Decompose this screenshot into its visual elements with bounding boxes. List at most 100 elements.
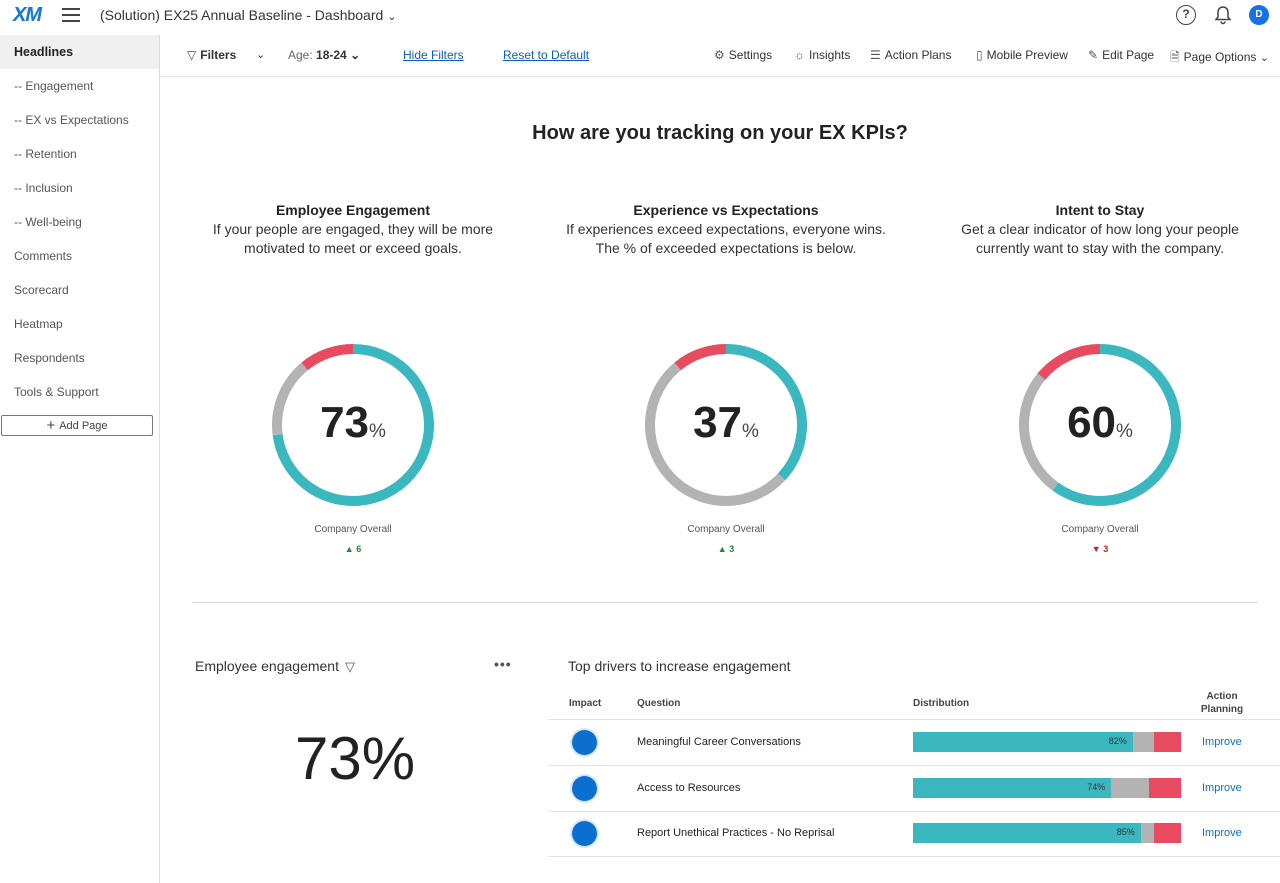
trend-delta: ▲ 3 (641, 544, 811, 554)
drivers-title: Top drivers to increase engagement (568, 658, 791, 674)
menu-icon[interactable] (62, 8, 80, 22)
gauge-experience-vs-expectations: 37% (641, 340, 811, 510)
action-plans-label: Action Plans (884, 48, 952, 62)
dashboard-title-dropdown[interactable]: (Solution) EX25 Annual Baseline - Dashbo… (100, 7, 397, 23)
donut-chart (272, 344, 434, 506)
gauge-value: 37% (641, 398, 811, 448)
chevron-down-icon: ⌄ (387, 11, 397, 23)
donut-chart (1019, 344, 1181, 506)
driver-question: Access to Resources (637, 782, 741, 794)
age-filter[interactable]: Age: 18-24 ⌄ (288, 48, 360, 62)
triangle-up-icon: ▲ (344, 544, 354, 554)
improve-link[interactable]: Improve (1202, 782, 1242, 794)
company-overall-label: Company Overall (1061, 524, 1139, 535)
neutral-arc (1019, 373, 1059, 491)
insights-button[interactable]: ☼ Insights (794, 48, 850, 62)
bell-icon[interactable] (1213, 5, 1233, 25)
xm-logo[interactable]: XM (13, 4, 42, 26)
plus-icon: + (46, 417, 56, 434)
filter-icon[interactable]: ▽ (345, 659, 355, 674)
add-page-button[interactable]: + Add Page (1, 415, 153, 436)
hide-filters-link[interactable]: Hide Filters (403, 48, 464, 62)
chevron-down-icon: ⌄ (1259, 52, 1269, 64)
favorable-segment: 74% (913, 778, 1112, 798)
settings-label: Settings (728, 48, 773, 62)
reset-to-default-link[interactable]: Reset to Default (503, 48, 590, 62)
sidebar-item-ex-vs-expectations[interactable]: -- EX vs Expectations (14, 113, 129, 127)
trend-delta: ▲ 6 (268, 544, 438, 554)
more-options-icon[interactable]: ••• (494, 656, 512, 672)
unfavorable-arc (674, 344, 727, 371)
favorable-arc (725, 344, 807, 481)
unfavorable-segment (1154, 732, 1181, 752)
neutral-segment (1111, 778, 1149, 798)
avatar[interactable]: D (1249, 5, 1269, 25)
help-icon[interactable]: ? (1176, 5, 1196, 25)
kpi-intent-to-stay: Intent to Stay Get a clear indicator of … (920, 202, 1280, 258)
table-header-divider (548, 719, 1280, 720)
table-row: Access to Resources 74% Improve (548, 766, 1280, 812)
sidebar-item-tools-support[interactable]: Tools & Support (14, 385, 99, 399)
company-overall-label: Company Overall (687, 524, 765, 535)
neutral-arc (272, 362, 308, 436)
pencil-icon: ✎ (1088, 48, 1099, 62)
gauge-number: 60 (1067, 398, 1117, 447)
gauge-number: 37 (693, 398, 743, 447)
sidebar-item-scorecard[interactable]: Scorecard (14, 283, 69, 297)
kpi-description: If experiences exceed expectations, ever… (566, 221, 886, 256)
improve-link[interactable]: Improve (1202, 736, 1242, 748)
settings-button[interactable]: ⚙ Settings (714, 48, 772, 62)
lightbulb-icon: ☼ (794, 48, 805, 62)
favorable-segment: 85% (913, 823, 1141, 843)
favorable-percent: 82% (1108, 736, 1127, 746)
page-options-label: Page Options (1183, 50, 1257, 64)
filters-button[interactable]: ▽ Filters (187, 48, 236, 62)
favorable-segment: 82% (913, 732, 1133, 752)
mobile-preview-button[interactable]: ▯ Mobile Preview (976, 48, 1068, 62)
kpi-experience-vs-expectations: Experience vs Expectations If experience… (546, 202, 906, 258)
dashboard-title: (Solution) EX25 Annual Baseline - Dashbo… (100, 7, 384, 23)
favorable-percent: 85% (1116, 827, 1135, 837)
top-bar: XM (Solution) EX25 Annual Baseline - Das… (0, 0, 1280, 32)
unfavorable-arc (301, 344, 354, 371)
kpi-description: Get a clear indicator of how long your p… (961, 221, 1239, 256)
header-action-planning: Action Planning (1200, 691, 1244, 715)
driver-question: Meaningful Career Conversations (637, 736, 801, 748)
neutral-segment (1132, 732, 1155, 752)
page-icon: 🗎 (1170, 50, 1180, 64)
trend-delta: ▼ 3 (1015, 544, 1185, 554)
sidebar-item-heatmap[interactable]: Heatmap (14, 317, 63, 331)
gauge-employee-engagement: 73% (268, 340, 438, 510)
sidebar-item-comments[interactable]: Comments (14, 249, 73, 263)
kpi-title: Employee Engagement (275, 202, 431, 218)
kpi-employee-engagement: Employee Engagement If your people are e… (173, 202, 533, 258)
chevron-down-icon[interactable]: ⌄ (256, 49, 266, 61)
header-distribution: Distribution (913, 698, 970, 709)
add-page-label: Add Page (59, 420, 108, 432)
age-filter-label: Age: (288, 48, 313, 62)
unfavorable-arc (1037, 344, 1101, 380)
sidebar-item-retention[interactable]: -- Retention (14, 147, 77, 161)
table-row: Meaningful Career Conversations 82% Impr… (548, 720, 1280, 766)
action-plans-icon: ☰ (870, 48, 881, 62)
section-divider (192, 602, 1258, 603)
filter-toolbar: ▽ Filters ⌄ Age: 18-24 ⌄ Hide Filters Res… (160, 35, 1280, 77)
page-title: How are you tracking on your EX KPIs? (532, 122, 908, 144)
gauge-value: 73% (268, 398, 438, 448)
header-impact: Impact (569, 698, 602, 709)
donut-chart (645, 344, 807, 506)
sidebar-item-respondents[interactable]: Respondents (14, 351, 85, 365)
sidebar-item-engagement[interactable]: -- Engagement (14, 79, 94, 93)
improve-link[interactable]: Improve (1202, 827, 1242, 839)
impact-indicator (572, 776, 597, 801)
sidebar-item-headlines[interactable]: Headlines (0, 35, 159, 69)
gauge-number: 73 (320, 398, 370, 447)
sidebar-item-inclusion[interactable]: -- Inclusion (14, 181, 73, 195)
kpi-description: If your people are engaged, they will be… (212, 221, 494, 256)
sidebar-item-well-being[interactable]: -- Well-being (14, 215, 82, 229)
action-plans-button[interactable]: ☰ Action Plans (870, 48, 951, 62)
distribution-bar: 82% (913, 732, 1181, 752)
page-options-button[interactable]: 🗎 Page Options ⌄ (1170, 48, 1269, 69)
gauge-unit: % (742, 421, 759, 442)
edit-page-button[interactable]: ✎ Edit Page (1088, 48, 1154, 62)
